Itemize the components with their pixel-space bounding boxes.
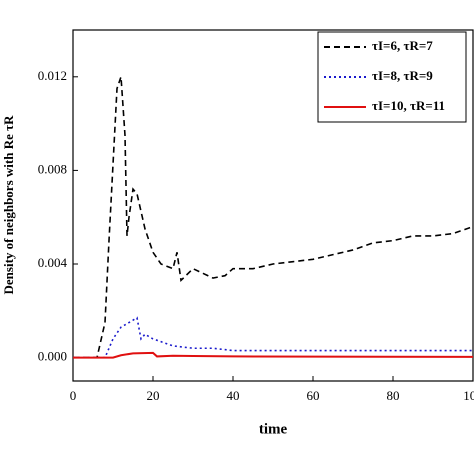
legend-label: τI=10, τR=11 — [372, 98, 445, 113]
legend-label: τI=6, τR=7 — [372, 38, 433, 53]
legend-label: τI=8, τR=9 — [372, 68, 433, 83]
x-tick-label: 60 — [307, 388, 320, 403]
x-tick-label: 0 — [70, 388, 77, 403]
y-axis-label: Density of neighbors with Re τR — [1, 115, 16, 295]
y-tick-label: 0.012 — [38, 68, 67, 83]
x-tick-label: 100 — [463, 388, 474, 403]
series-line — [73, 76, 474, 359]
y-tick-label: 0.000 — [38, 349, 67, 364]
x-tick-label: 80 — [387, 388, 400, 403]
y-tick-label: 0.008 — [38, 161, 67, 176]
plot-frame — [72, 29, 474, 382]
y-tick-label: 0.004 — [38, 255, 68, 270]
x-tick-label: 20 — [147, 388, 160, 403]
series-line — [73, 316, 473, 359]
x-tick-label: 40 — [227, 388, 240, 403]
series-line — [73, 351, 474, 359]
x-axis-label: time — [259, 421, 288, 437]
